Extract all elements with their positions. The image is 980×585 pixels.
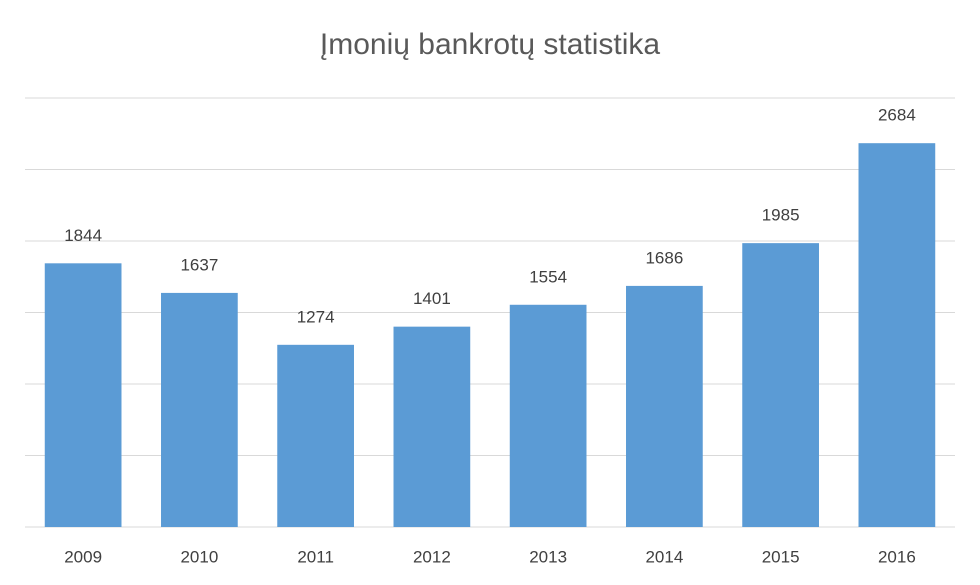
x-tick-label: 2011 xyxy=(297,547,334,566)
bar xyxy=(44,263,122,527)
x-tick-label: 2013 xyxy=(529,547,567,566)
x-tick-label: 2016 xyxy=(878,547,916,566)
data-label: 1985 xyxy=(762,206,800,225)
data-label: 2684 xyxy=(878,106,916,125)
x-tick-label: 2015 xyxy=(762,547,800,566)
data-label: 1686 xyxy=(645,248,683,267)
bar xyxy=(858,143,936,528)
data-label: 1637 xyxy=(180,255,218,274)
x-tick-label: 2012 xyxy=(413,547,451,566)
bar xyxy=(277,344,354,527)
bar xyxy=(393,326,471,527)
bar xyxy=(161,292,238,527)
chart-title: Įmonių bankrotų statistika xyxy=(320,28,660,61)
x-tick-label: 2014 xyxy=(645,547,683,566)
x-tick-label: 2009 xyxy=(64,547,102,566)
bar xyxy=(742,243,819,527)
bar xyxy=(509,304,587,527)
data-label: 1274 xyxy=(297,307,335,326)
bar xyxy=(626,285,703,527)
data-label: 1401 xyxy=(413,289,451,308)
data-label: 1554 xyxy=(529,267,567,286)
x-tick-label: 2010 xyxy=(180,547,218,566)
data-label: 1844 xyxy=(64,226,102,245)
